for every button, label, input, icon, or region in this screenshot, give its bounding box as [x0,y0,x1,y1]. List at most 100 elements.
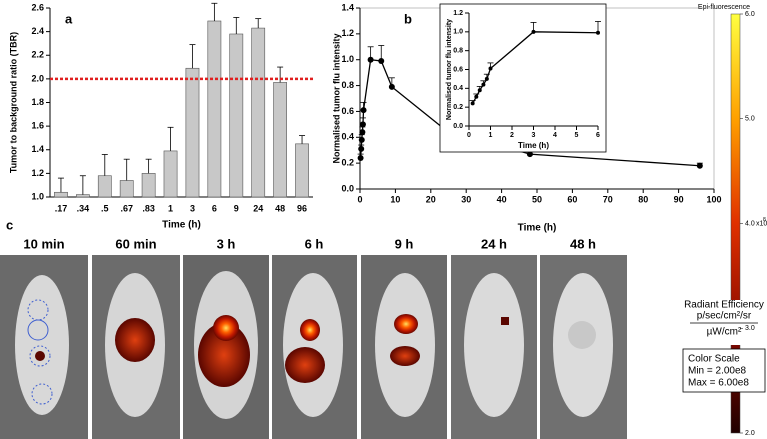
time-label: 48 h [570,236,596,251]
data-point [358,136,365,143]
x-tick-label: .5 [101,203,109,213]
scale-min: Min = 2.00e8 [688,366,747,377]
mouse-image [92,255,180,439]
mouse-image [540,255,627,439]
panel-label: a [65,11,73,26]
x-tick-label: 30 [461,194,471,204]
y-tick-label: 2.6 [31,2,44,12]
y-axis-label: Normalised tumor flu intensity [446,19,453,120]
data-point [359,129,366,136]
y-tick-label: 1.0 [31,191,44,201]
y-tick-label: 0.2 [453,104,463,111]
y-tick-label: 0.6 [453,66,463,73]
colorbar-tick-label: 5.0 [745,116,755,123]
y-tick-label: 0.2 [341,158,354,168]
data-point [360,107,367,114]
x-axis-label: Time (h) [518,141,549,150]
time-label: 24 h [481,236,507,251]
mouse-images [0,255,627,439]
data-point [358,145,365,152]
y-tick-label: 1.6 [31,121,44,131]
y-tick-label: 0.0 [453,123,463,130]
colorbar-tick-label: 2.0 [745,430,755,437]
bar [119,180,134,198]
x-tick-label: 3 [190,203,195,213]
x-tick-label: 1 [489,132,493,139]
data-point [531,29,536,34]
x-tick-label: 40 [497,194,507,204]
time-label: 10 min [23,236,64,251]
x-axis-label: Time (h) [162,220,201,231]
data-point [474,94,479,99]
y-tick-label: 1.0 [453,29,463,36]
x-tick-label: 6 [212,203,217,213]
x-tick-label: .83 [142,203,155,213]
x-tick-label: 60 [567,194,577,204]
data-point [367,56,374,63]
data-point [526,151,533,158]
colorbar-title: Epi-fluorescence [698,4,750,11]
data-point [388,83,395,90]
colorbar-tick-label: 3.0 [745,325,755,332]
x-tick-label: 100 [706,194,721,204]
x-axis-label: Time (h) [518,223,557,234]
x-tick-label: 24 [253,203,263,213]
time-label: 6 h [305,236,324,251]
time-label: 60 min [115,236,156,251]
bar [163,150,178,198]
y-tick-label: 1.8 [31,97,44,107]
x-tick-label: 50 [532,194,542,204]
x-tick-label: 5 [575,132,579,139]
x-tick-label: 4 [553,132,557,139]
y-tick-label: 0.8 [453,48,463,55]
x-tick-label: 2 [510,132,514,139]
bar [251,27,266,198]
time-label: 3 h [217,236,236,251]
mouse-image [272,255,357,439]
y-tick-label: 1.4 [341,2,354,12]
y-tick-label: 2.2 [31,50,44,60]
mouse-image [183,255,269,439]
unit-title: Radiant Efficiency [684,300,764,311]
y-tick-label: 2.4 [31,26,44,36]
inset-frame [439,3,607,153]
bar [273,82,287,198]
data-point [488,66,493,71]
x-tick-label: 80 [638,194,648,204]
y-tick-label: 0.0 [341,183,354,193]
x-tick-label: .17 [55,203,68,213]
x-tick-label: 6 [596,132,600,139]
y-tick-label: 0.4 [341,132,354,142]
bar [54,191,68,198]
y-tick-label: 1.2 [31,168,44,178]
scale-box [682,348,766,393]
x-tick-label: 90 [674,194,684,204]
y-tick-label: 0.4 [453,85,463,92]
data-point [470,101,475,106]
y-tick-label: 1.4 [31,144,44,154]
x-tick-label: 3 [532,132,536,139]
y-tick-label: 0.8 [341,80,354,90]
x-tick-label: .67 [120,203,133,213]
data-point [696,162,703,169]
scale-max: Max = 6.00e8 [688,378,749,389]
y-axis-label: Normalised tumor flu intensity [331,33,341,163]
bar [295,143,309,198]
bar [141,173,156,198]
unit-box [683,300,765,345]
y-tick-label: 1.2 [453,10,463,17]
x-tick-label: 0 [467,132,471,139]
x-tick-label: 0 [357,194,362,204]
data-point [596,30,600,35]
mouse-image [451,255,537,439]
x-tick-label: 48 [275,203,285,213]
colorbar-exponent: 8 [763,217,766,223]
data-point [484,76,489,81]
data-point [481,82,486,87]
y-axis-label: Tumor to background ratio (TBR) [8,32,18,173]
colorbar-tick-label: 6.0 [745,11,755,18]
x-tick-label: 10 [390,194,400,204]
colorbar-multiplier: x10 [756,220,767,227]
x-tick-label: 70 [603,194,613,204]
